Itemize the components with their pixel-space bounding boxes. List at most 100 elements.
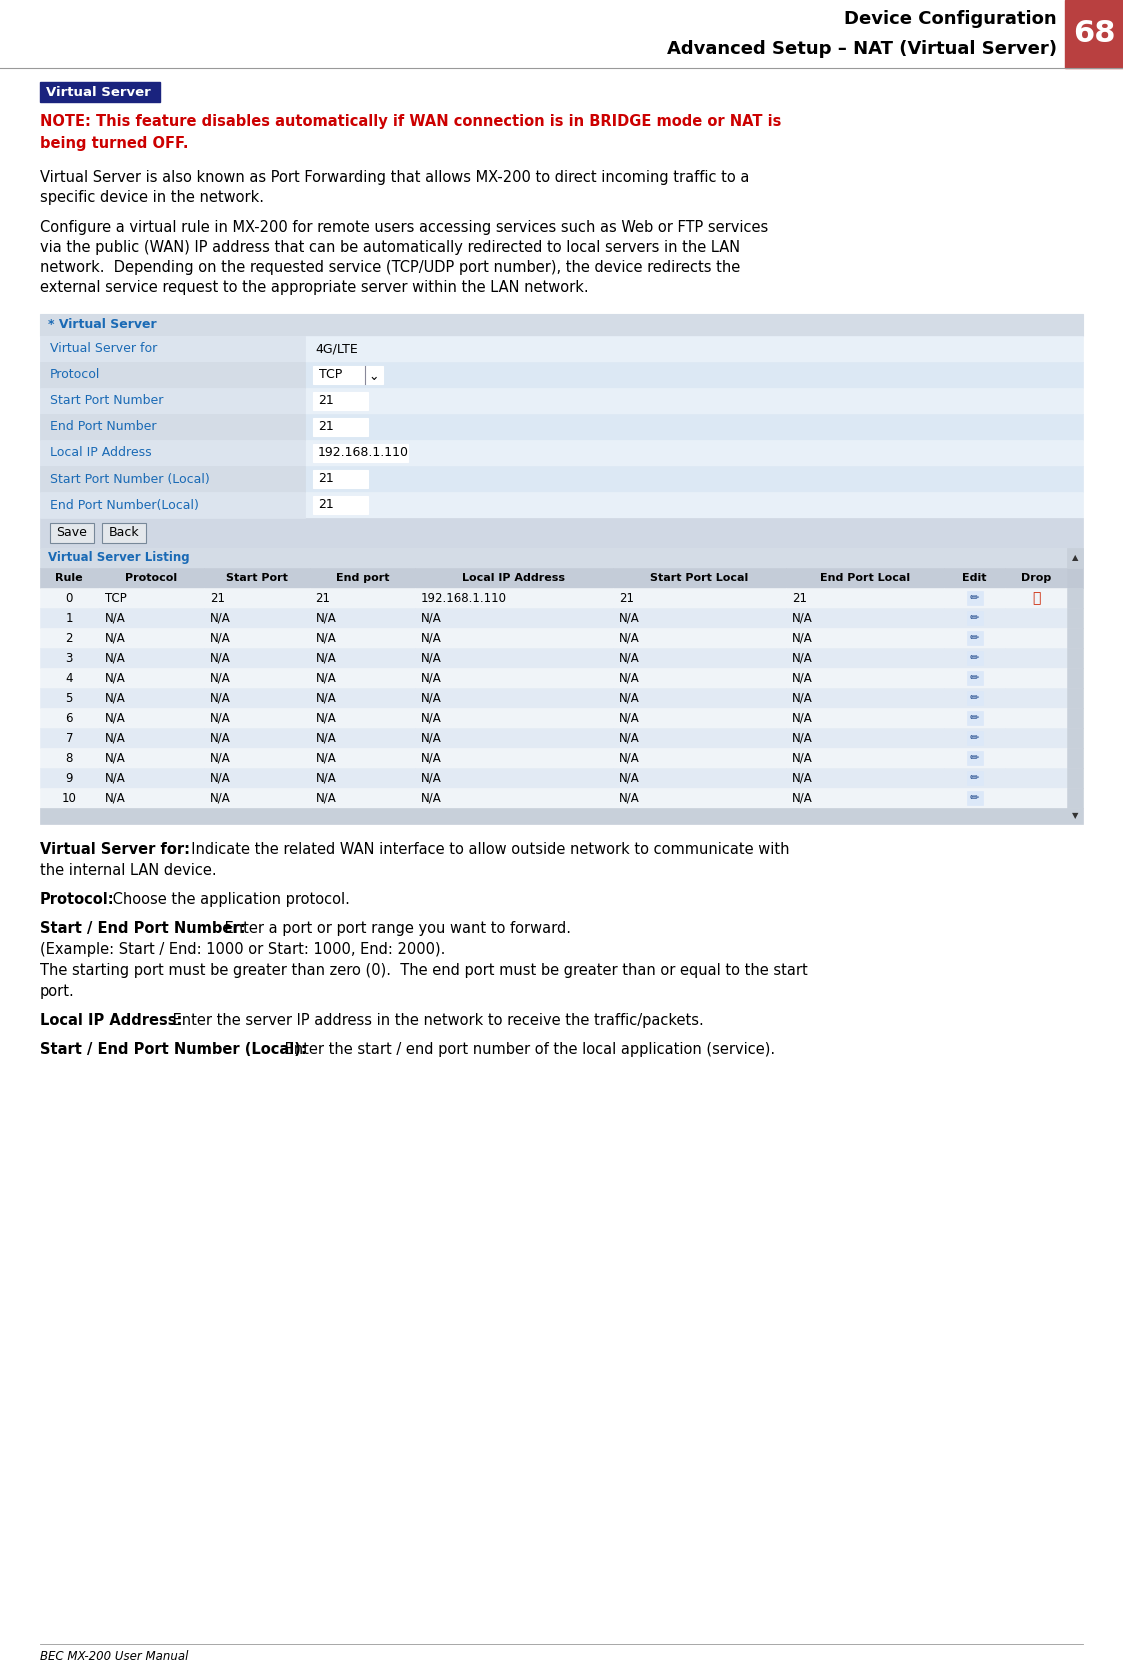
Bar: [313, 497, 368, 513]
Bar: [40, 362, 1083, 388]
Text: 3: 3: [65, 651, 73, 664]
Text: N/A: N/A: [104, 732, 126, 745]
Text: N/A: N/A: [104, 671, 126, 685]
Text: End port: End port: [336, 572, 389, 582]
Text: N/A: N/A: [792, 732, 812, 745]
Bar: [613, 628, 786, 648]
Bar: [1067, 648, 1083, 668]
Text: external service request to the appropriate server within the LAN network.: external service request to the appropri…: [40, 280, 588, 295]
Bar: [1005, 648, 1067, 668]
Bar: [416, 567, 613, 587]
Bar: [40, 708, 99, 728]
Text: N/A: N/A: [792, 772, 812, 785]
Text: N/A: N/A: [316, 631, 336, 644]
Text: N/A: N/A: [792, 711, 812, 725]
Text: End Port Local: End Port Local: [820, 572, 910, 582]
Bar: [1067, 628, 1083, 648]
Bar: [40, 648, 99, 668]
Bar: [40, 388, 1083, 414]
Bar: [416, 728, 613, 748]
Text: ✏: ✏: [970, 673, 979, 683]
Bar: [204, 688, 310, 708]
Bar: [1067, 587, 1083, 607]
Bar: [786, 607, 944, 628]
Bar: [40, 336, 305, 362]
Bar: [40, 492, 1083, 519]
Text: N/A: N/A: [792, 611, 812, 624]
Text: Virtual Server: Virtual Server: [46, 86, 150, 99]
Text: the internal LAN device.: the internal LAN device.: [40, 862, 217, 878]
Text: N/A: N/A: [421, 792, 441, 804]
Bar: [416, 587, 613, 607]
Bar: [310, 688, 416, 708]
Bar: [310, 789, 416, 809]
Text: ✏: ✏: [970, 693, 979, 703]
Bar: [204, 708, 310, 728]
Text: Save: Save: [56, 527, 88, 540]
Text: 7: 7: [65, 732, 73, 745]
Bar: [40, 628, 99, 648]
Text: 2: 2: [65, 631, 73, 644]
Bar: [310, 567, 416, 587]
Text: Start Port: Start Port: [226, 572, 287, 582]
Text: Local IP Address: Local IP Address: [463, 572, 566, 582]
Bar: [786, 587, 944, 607]
Bar: [613, 728, 786, 748]
Bar: [310, 668, 416, 688]
Bar: [40, 519, 1083, 549]
Text: 1: 1: [65, 611, 73, 624]
Text: ✏: ✏: [970, 633, 979, 643]
Bar: [40, 789, 99, 809]
Bar: [1065, 0, 1123, 69]
Text: N/A: N/A: [104, 752, 126, 765]
Bar: [40, 440, 1083, 466]
Bar: [1005, 587, 1067, 607]
Bar: [613, 748, 786, 769]
Bar: [613, 688, 786, 708]
Text: N/A: N/A: [210, 711, 231, 725]
Bar: [944, 628, 1005, 648]
Text: N/A: N/A: [792, 691, 812, 705]
Bar: [99, 789, 204, 809]
Bar: [613, 607, 786, 628]
Bar: [1067, 789, 1083, 809]
Bar: [416, 648, 613, 668]
Text: N/A: N/A: [421, 732, 441, 745]
Text: N/A: N/A: [619, 611, 640, 624]
Bar: [967, 790, 983, 805]
Text: The starting port must be greater than zero (0).  The end port must be greater t: The starting port must be greater than z…: [40, 963, 807, 978]
Text: * Virtual Server: * Virtual Server: [48, 319, 156, 332]
Text: N/A: N/A: [210, 631, 231, 644]
Text: ✏: ✏: [970, 592, 979, 602]
Text: N/A: N/A: [316, 651, 336, 664]
Text: ✏: ✏: [970, 774, 979, 784]
Bar: [613, 769, 786, 789]
Bar: [204, 728, 310, 748]
Text: Local IP Address: Local IP Address: [51, 446, 152, 460]
Text: N/A: N/A: [619, 651, 640, 664]
Bar: [310, 648, 416, 668]
Text: N/A: N/A: [104, 691, 126, 705]
Text: ❌: ❌: [1032, 591, 1040, 606]
Text: Enter the start / end port number of the local application (service).: Enter the start / end port number of the…: [280, 1042, 775, 1057]
Text: BEC MX-200 User Manual: BEC MX-200 User Manual: [40, 1649, 189, 1663]
Text: N/A: N/A: [619, 772, 640, 785]
Bar: [99, 567, 204, 587]
Text: NOTE: This feature disables automatically if WAN connection is in BRIDGE mode or: NOTE: This feature disables automaticall…: [40, 114, 782, 129]
Text: N/A: N/A: [619, 752, 640, 765]
Text: 192.168.1.110: 192.168.1.110: [318, 446, 409, 460]
Bar: [967, 671, 983, 685]
Bar: [313, 418, 368, 436]
Bar: [1005, 607, 1067, 628]
Text: N/A: N/A: [421, 611, 441, 624]
Bar: [204, 628, 310, 648]
Bar: [967, 752, 983, 765]
Text: 21: 21: [792, 592, 806, 604]
Bar: [786, 668, 944, 688]
Text: 9: 9: [65, 772, 73, 785]
Bar: [204, 769, 310, 789]
Bar: [40, 314, 1083, 336]
Text: End Port Number(Local): End Port Number(Local): [51, 498, 199, 512]
Bar: [40, 414, 1083, 440]
Text: Protocol:: Protocol:: [40, 893, 115, 908]
